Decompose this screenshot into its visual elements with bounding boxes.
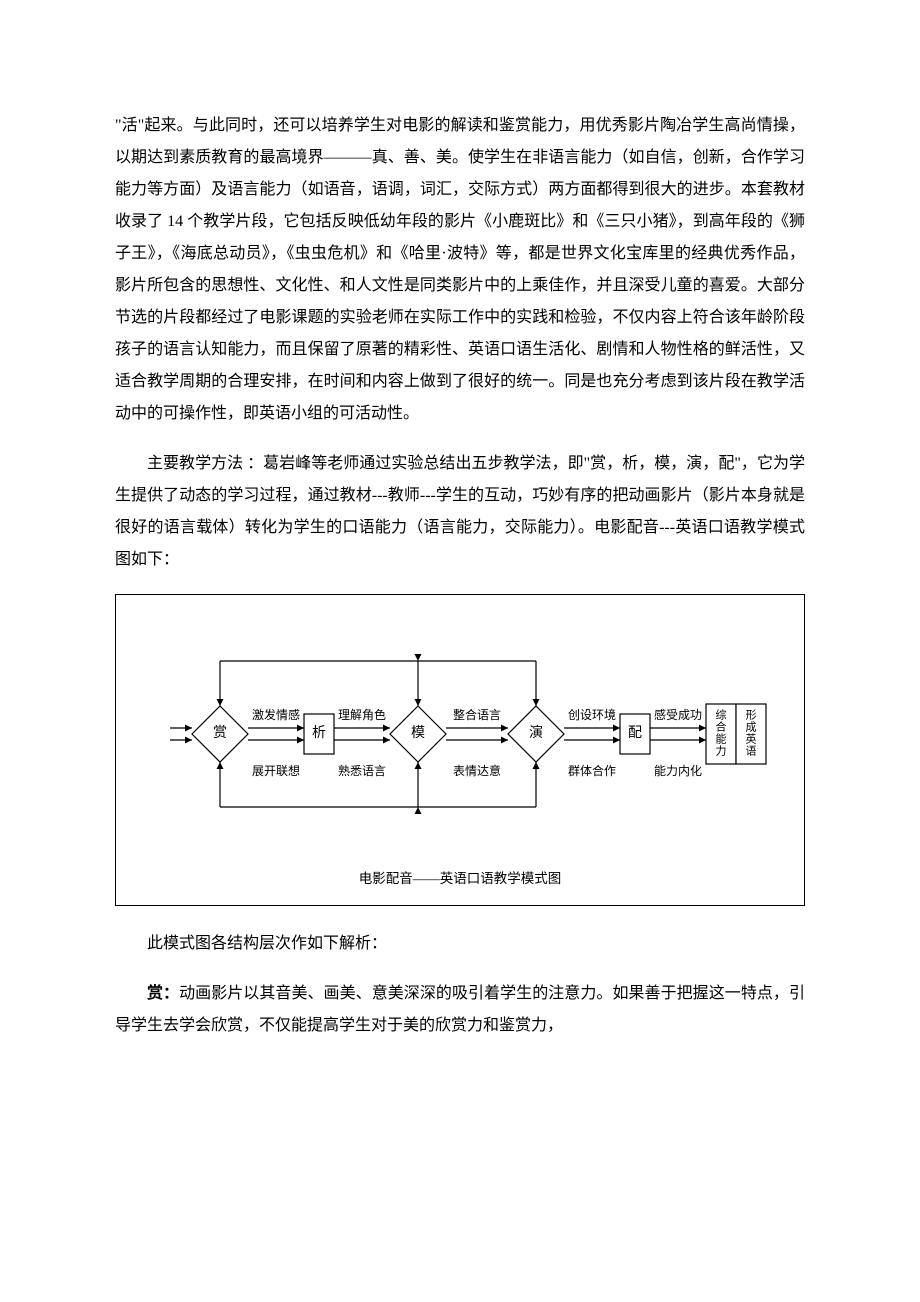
- paragraph-2: 主要教学方法 ：葛岩峰等老师通过实验总结出五步教学法，即"赏，析，模，演，配"，…: [115, 448, 805, 576]
- svg-text:配: 配: [628, 726, 642, 741]
- svg-text:熟悉语言: 熟悉语言: [338, 763, 386, 778]
- flowchart-svg: 激发情感展开联想 理解角色熟悉语言 整合语言表情达意 创设环境群体合作 感受成功能力内化…: [130, 609, 790, 859]
- svg-text:演: 演: [529, 725, 543, 741]
- diagram-caption: 电影配音——英语口语教学模式图: [130, 867, 790, 887]
- svg-text:模: 模: [411, 725, 425, 741]
- svg-text:语: 语: [746, 745, 757, 758]
- svg-text:形: 形: [746, 709, 757, 722]
- svg-text:创设环境: 创设环境: [568, 707, 616, 722]
- paragraph-3: 此模式图各结构层次作如下解析：: [115, 928, 805, 960]
- svg-text:表情达意: 表情达意: [453, 763, 501, 778]
- paragraph-1: "活"起来。与此同时，还可以培养学生对电影的解读和鉴赏能力，用优秀影片陶冶学生高…: [115, 110, 805, 430]
- p4-lead: 赏：: [147, 985, 179, 1002]
- teaching-model-diagram: 激发情感展开联想 理解角色熟悉语言 整合语言表情达意 创设环境群体合作 感受成功能力内化…: [115, 594, 805, 906]
- svg-text:析: 析: [312, 725, 326, 741]
- svg-text:能: 能: [716, 732, 727, 746]
- svg-text:成: 成: [746, 721, 757, 734]
- paragraph-4: 赏：动画影片以其音美、画美、意美深深的吸引着学生的注意力。如果善于把握这一特点，…: [115, 978, 805, 1042]
- svg-text:整合语言: 整合语言: [453, 707, 501, 722]
- svg-text:理解角色: 理解角色: [338, 708, 386, 722]
- svg-text:展开联想: 展开联想: [252, 763, 300, 778]
- svg-text:激发情感: 激发情感: [252, 707, 300, 722]
- svg-text:力: 力: [716, 745, 727, 758]
- svg-text:赏: 赏: [213, 725, 227, 741]
- p4-rest: 动画影片以其音美、画美、意美深深的吸引着学生的注意力。如果善于把握这一特点，引导…: [115, 985, 805, 1034]
- svg-text:综: 综: [716, 708, 727, 722]
- document-page: "活"起来。与此同时，还可以培养学生对电影的解读和鉴赏能力，用优秀影片陶冶学生高…: [0, 0, 920, 1302]
- svg-text:感受成功: 感受成功: [654, 707, 702, 722]
- svg-text:合: 合: [716, 720, 727, 734]
- svg-text:群体合作: 群体合作: [568, 763, 616, 778]
- svg-text:能力内化: 能力内化: [654, 764, 702, 778]
- svg-text:英: 英: [746, 732, 757, 746]
